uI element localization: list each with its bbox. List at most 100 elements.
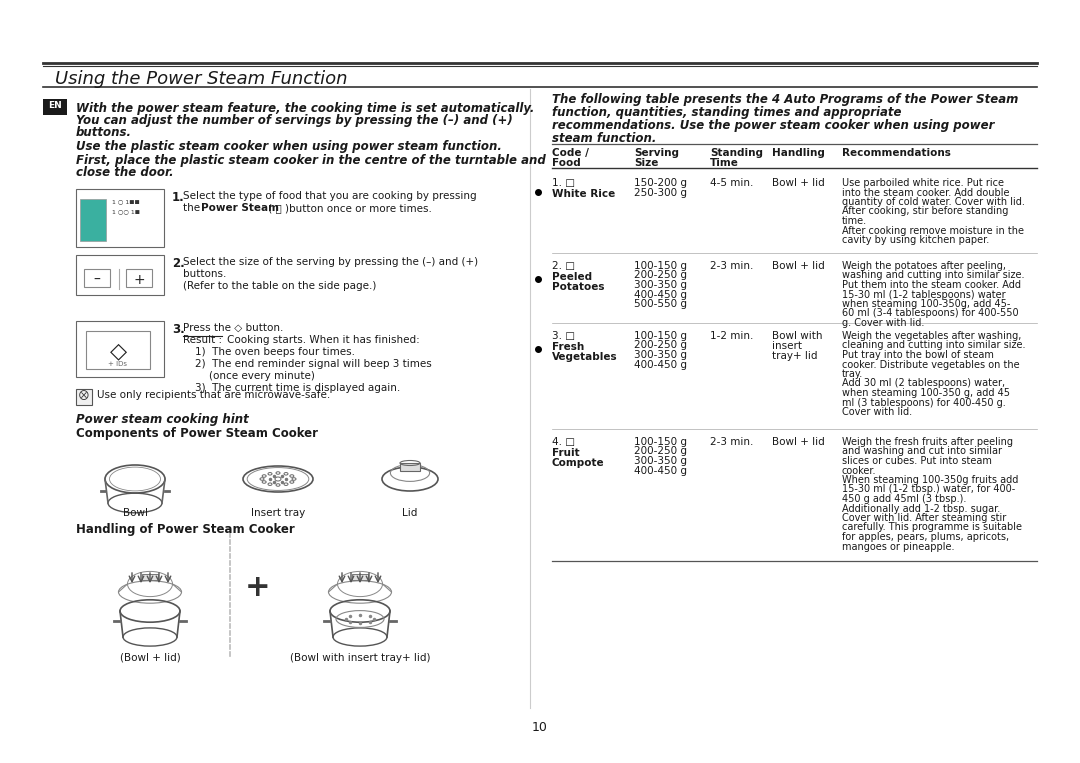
Text: 2-3 min.: 2-3 min. — [710, 261, 754, 271]
Text: Weigh the fresh fruits after peeling: Weigh the fresh fruits after peeling — [842, 437, 1013, 447]
Text: Fresh: Fresh — [552, 342, 584, 352]
Text: time.: time. — [842, 216, 867, 226]
Text: cavity by using kitchen paper.: cavity by using kitchen paper. — [842, 235, 989, 245]
Text: 1.: 1. — [172, 191, 185, 204]
Text: Weigh the vegetables after washing,: Weigh the vegetables after washing, — [842, 331, 1022, 341]
Text: Press the ◇ button.: Press the ◇ button. — [183, 323, 283, 333]
Text: Time: Time — [710, 158, 739, 168]
Text: Components of Power Steam Cooker: Components of Power Steam Cooker — [76, 427, 318, 440]
Text: for apples, pears, plums, apricots,: for apples, pears, plums, apricots, — [842, 532, 1009, 542]
Text: 450 g add 45ml (3 tbsp.).: 450 g add 45ml (3 tbsp.). — [842, 494, 967, 504]
Bar — [76, 321, 164, 377]
Text: Put them into the steam cooker. Add: Put them into the steam cooker. Add — [842, 280, 1021, 290]
Text: Handling: Handling — [772, 148, 825, 158]
Text: 200-250 g: 200-250 g — [634, 271, 687, 281]
Text: Recommendations: Recommendations — [842, 148, 950, 158]
Text: tray.: tray. — [842, 369, 863, 379]
Text: 500-550 g: 500-550 g — [634, 299, 687, 309]
Text: The following table presents the 4 Auto Programs of the Power Steam: The following table presents the 4 Auto … — [552, 93, 1018, 106]
Bar — [76, 389, 92, 405]
Bar — [86, 331, 150, 369]
Bar — [141, 574, 158, 580]
Text: 10: 10 — [532, 721, 548, 734]
Text: Bowl + lid: Bowl + lid — [772, 261, 825, 271]
Text: Weigh the potatoes after peeling,: Weigh the potatoes after peeling, — [842, 261, 1005, 271]
Text: 400-450 g: 400-450 g — [634, 289, 687, 300]
Text: mangoes or pineapple.: mangoes or pineapple. — [842, 542, 955, 552]
Text: buttons.: buttons. — [76, 126, 132, 139]
Text: Cooking starts. When it has finished:: Cooking starts. When it has finished: — [227, 335, 420, 345]
Bar — [352, 574, 368, 580]
Text: –: – — [94, 273, 100, 287]
Text: 3)  The current time is displayed again.: 3) The current time is displayed again. — [195, 383, 401, 393]
Text: close the door.: close the door. — [76, 166, 174, 179]
Text: EN: EN — [49, 101, 62, 110]
Text: 2)  The end reminder signal will beep 3 times: 2) The end reminder signal will beep 3 t… — [195, 359, 432, 369]
Bar — [43, 99, 67, 115]
Bar — [80, 199, 106, 241]
Text: ⨂: ⨂ — [79, 390, 89, 400]
Text: Bowl: Bowl — [122, 508, 148, 518]
Text: 1. □: 1. □ — [552, 178, 575, 188]
Text: g. Cover with lid.: g. Cover with lid. — [842, 318, 924, 328]
Text: 15-30 ml (1-2 tbsp.) water, for 400-: 15-30 ml (1-2 tbsp.) water, for 400- — [842, 485, 1015, 494]
Text: Standing: Standing — [710, 148, 762, 158]
Text: 300-350 g: 300-350 g — [634, 280, 687, 290]
Text: Size: Size — [634, 158, 659, 168]
Text: After cooking remove moisture in the: After cooking remove moisture in the — [842, 226, 1024, 236]
Text: washing and cutting into similar size.: washing and cutting into similar size. — [842, 271, 1025, 281]
Text: Power steam cooking hint: Power steam cooking hint — [76, 413, 248, 426]
Text: when steaming 100-350 g, add 45: when steaming 100-350 g, add 45 — [842, 388, 1010, 398]
Text: 300-350 g: 300-350 g — [634, 350, 687, 360]
Text: Select the type of food that you are cooking by pressing: Select the type of food that you are coo… — [183, 191, 476, 201]
Text: (once every minute): (once every minute) — [210, 371, 315, 381]
Bar — [76, 255, 164, 295]
Text: 200-250 g: 200-250 g — [634, 340, 687, 350]
Text: Power Steam: Power Steam — [201, 203, 279, 213]
Text: cooker. Distribute vegetables on the: cooker. Distribute vegetables on the — [842, 359, 1020, 369]
Text: 2.: 2. — [172, 257, 185, 270]
Text: when steaming 100-350g, add 45-: when steaming 100-350g, add 45- — [842, 299, 1011, 309]
Text: Use the plastic steam cooker when using power steam function.: Use the plastic steam cooker when using … — [76, 140, 502, 153]
Text: Serving: Serving — [634, 148, 679, 158]
Text: Cover with lid.: Cover with lid. — [842, 407, 913, 417]
Text: +: + — [245, 574, 271, 603]
Bar — [76, 189, 164, 247]
Text: Use only recipients that are microwave-safe.: Use only recipients that are microwave-s… — [97, 390, 330, 400]
Text: Add 30 ml (2 tablespoons) water,: Add 30 ml (2 tablespoons) water, — [842, 378, 1005, 388]
Bar — [126, 269, 152, 287]
Text: Result :: Result : — [183, 335, 222, 345]
Text: 2. □: 2. □ — [552, 261, 575, 271]
Text: 1)  The oven beeps four times.: 1) The oven beeps four times. — [195, 347, 355, 357]
Text: Compote: Compote — [552, 458, 605, 468]
Text: 100-150 g: 100-150 g — [634, 331, 687, 341]
Text: Use parboiled white rice. Put rice: Use parboiled white rice. Put rice — [842, 178, 1004, 188]
Text: 400-450 g: 400-450 g — [634, 465, 687, 475]
Text: + IDs: + IDs — [108, 361, 127, 367]
Text: Select the size of the serving by pressing the (–) and (+): Select the size of the serving by pressi… — [183, 257, 478, 267]
Text: ( Ⓜ )button once or more times.: ( Ⓜ )button once or more times. — [265, 203, 432, 213]
Text: Bowl + lid: Bowl + lid — [772, 437, 825, 447]
Text: into the steam cooker. Add double: into the steam cooker. Add double — [842, 188, 1010, 198]
Text: Bowl with: Bowl with — [772, 331, 823, 341]
Text: 2-3 min.: 2-3 min. — [710, 437, 754, 447]
Text: and washing and cut into similar: and washing and cut into similar — [842, 446, 1002, 456]
Text: function, quantities, standing times and appropriate: function, quantities, standing times and… — [552, 106, 902, 119]
Text: You can adjust the number of servings by pressing the (–) and (+): You can adjust the number of servings by… — [76, 114, 513, 127]
Text: White Rice: White Rice — [552, 189, 616, 199]
Text: (Bowl with insert tray+ lid): (Bowl with insert tray+ lid) — [289, 653, 430, 663]
Text: 1 ○ 1◼◼: 1 ○ 1◼◼ — [112, 199, 139, 204]
Text: 60 ml (3-4 tablespoons) for 400-550: 60 ml (3-4 tablespoons) for 400-550 — [842, 308, 1018, 318]
Text: Using the Power Steam Function: Using the Power Steam Function — [55, 70, 348, 88]
Text: Potatoes: Potatoes — [552, 282, 605, 292]
Text: slices or cubes. Put into steam: slices or cubes. Put into steam — [842, 456, 991, 466]
Text: ◇: ◇ — [109, 341, 126, 361]
Text: 150-200 g: 150-200 g — [634, 178, 687, 188]
Text: 250-300 g: 250-300 g — [634, 188, 687, 198]
Text: buttons.: buttons. — [183, 269, 227, 279]
Text: 3. □: 3. □ — [552, 331, 575, 341]
Text: 15-30 ml (1-2 tablespoons) water: 15-30 ml (1-2 tablespoons) water — [842, 289, 1005, 300]
Text: (Bowl + lid): (Bowl + lid) — [120, 653, 180, 663]
Text: Fruit: Fruit — [552, 448, 580, 458]
Text: 4-5 min.: 4-5 min. — [710, 178, 754, 188]
